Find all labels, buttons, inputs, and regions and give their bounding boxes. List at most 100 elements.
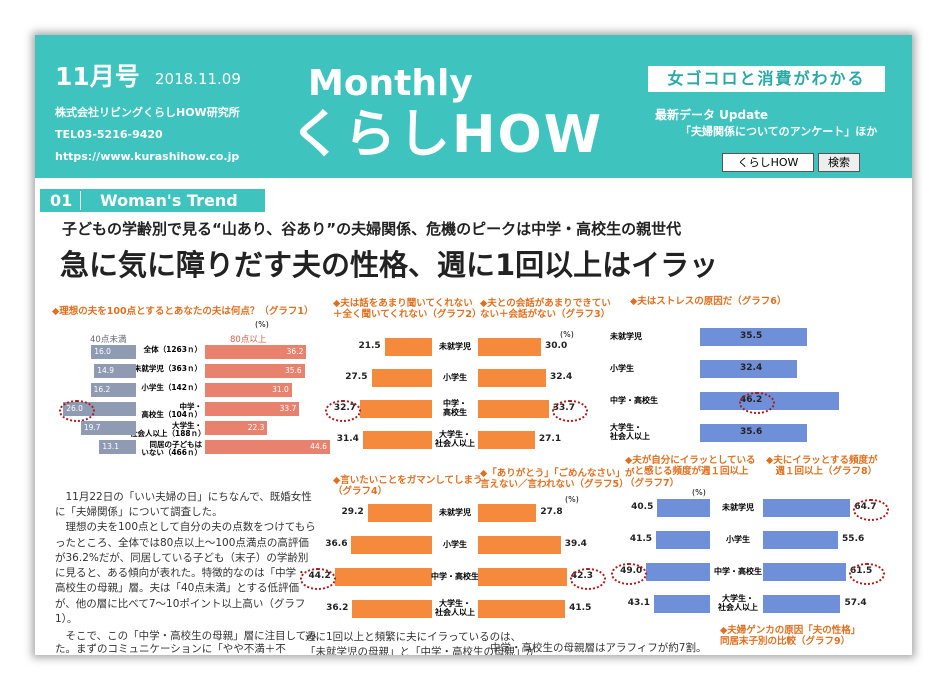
- value-label: 55.6: [842, 534, 865, 544]
- bar: [99, 440, 136, 454]
- update: 最新データ Update: [655, 108, 769, 122]
- category-label: 未就学児（363ｎ）: [133, 364, 202, 373]
- site-button[interactable]: くらしHOW: [722, 153, 814, 172]
- value-label: 13.1: [102, 442, 120, 451]
- update-detail: 「夫婦関係についてのアンケート」ほか: [680, 125, 878, 138]
- tagline: 女ゴコロと消費がわかる: [648, 66, 885, 92]
- legend-label: 80点以上: [230, 335, 267, 345]
- bar: [478, 431, 535, 449]
- bar: [362, 431, 432, 449]
- value-label: 36.2: [286, 347, 304, 356]
- category-label: 小学生: [443, 373, 467, 382]
- unit: (%): [692, 488, 706, 497]
- bar: [763, 531, 839, 549]
- value-label: 32.4: [740, 363, 763, 373]
- section-number: 01: [50, 191, 82, 211]
- chart-title: ◆夫が自分にイラッとしている と感じる頻度が週１回以上 （グラフ7）: [625, 455, 756, 489]
- section-name: Woman's Trend: [100, 191, 238, 210]
- value-label: 36.6: [325, 539, 348, 549]
- bar: [478, 536, 561, 554]
- category-label: 中学・高校生: [714, 567, 762, 576]
- bar: [360, 400, 432, 418]
- chart-title: ◆理想の夫を100点とするとあなたの夫は何点？（グラフ1）: [52, 306, 314, 317]
- highlight-ring: [849, 563, 886, 585]
- bar: [657, 499, 710, 517]
- brand-top: Monthly: [308, 63, 473, 104]
- category-label: 未就学児: [439, 342, 471, 351]
- headline: 急に気に障りだす夫の性格、週に1回以上はイラッ: [60, 248, 719, 282]
- value-label: 16.0: [94, 347, 111, 356]
- article-text: 中学・高校生の母親層はアラフィフが約7割。: [490, 642, 707, 654]
- value-label: 35.6: [740, 427, 763, 437]
- value-label: 43.1: [627, 598, 650, 608]
- category-label: 小学生: [610, 364, 634, 373]
- value-label: 19.7: [83, 423, 101, 432]
- bar: [205, 421, 268, 435]
- value-label: 44.6: [310, 442, 327, 451]
- value-label: 22.3: [247, 423, 265, 432]
- unit: (%): [565, 495, 579, 504]
- search-button[interactable]: 検索: [818, 153, 860, 172]
- bar: [205, 345, 307, 359]
- category-label: 小学生: [443, 540, 467, 549]
- bar: [351, 536, 432, 554]
- category-label: 同居の子どもは いない（466ｎ）: [141, 440, 202, 457]
- highlight-ring: [611, 563, 648, 585]
- unit: (%): [560, 330, 574, 339]
- bar: [94, 364, 136, 378]
- issue: 11月号: [55, 62, 140, 91]
- bar: [478, 568, 567, 586]
- subtitle: 子どもの学齢別で見る“山あり、谷あり”の夫婦関係、危機のピークは中学・高校生の親…: [62, 220, 682, 238]
- article-text: 11月22日の「いい夫婦の日」にちなんで、既婚女性に「夫婦関係」について調査した…: [55, 491, 316, 625]
- unit: (%): [255, 320, 269, 329]
- category-label: 中学・ 高校生: [443, 399, 467, 418]
- category-label: 大学生・ 社会人以上（188ｎ）: [130, 421, 206, 438]
- highlight-ring: [325, 400, 362, 422]
- bar: [646, 563, 710, 581]
- legend-label: 40点未満: [90, 335, 127, 345]
- category-label: 大学生・ 社会人以上: [435, 599, 475, 618]
- highlight-ring: [569, 568, 606, 590]
- highlight-ring: [739, 392, 775, 414]
- bar: [90, 383, 136, 397]
- chart-title: ◆「ありがとう」「ごめんなさい」が 言えない／言われない（グラフ5）: [480, 468, 635, 491]
- bar: [334, 568, 432, 586]
- brand: くらしHOW: [290, 105, 604, 165]
- category-label: 大学生・ 社会人以上: [718, 594, 758, 613]
- bar: [478, 400, 549, 418]
- category-label: 中学・ 高校生（104ｎ）: [141, 402, 202, 419]
- category-label: 大学生・ 社会人以上: [610, 423, 650, 442]
- chart-title: ◆夫にイラッとする頻度が 週１回以上（グラフ8）: [766, 455, 878, 478]
- value-label: 14.9: [97, 366, 114, 375]
- value-label: 39.4: [564, 539, 587, 549]
- category-label: 小学生（142ｎ）: [141, 383, 202, 392]
- category-label: 小学生: [726, 535, 750, 544]
- tel: TEL03-5216-9420: [55, 128, 163, 141]
- bar: [653, 595, 710, 613]
- category-label: 中学・高校生: [610, 396, 658, 405]
- bar: [367, 504, 432, 522]
- highlight-ring: [853, 499, 890, 521]
- chart-title: ◆言いたいことをガマンしてしまう （グラフ4）: [333, 475, 483, 498]
- value-label: 41.5: [629, 534, 653, 544]
- value-label: 36.2: [326, 603, 349, 613]
- article-text: 週に1回以上と頻繁に夫にイラっているのは、 「未就学児の母親」と「中学・高校生の…: [305, 631, 536, 655]
- value-label: 57.4: [844, 598, 867, 608]
- company: 株式会社リビングくらしHOW研究所: [55, 106, 240, 119]
- value-label: 29.2: [341, 507, 364, 517]
- bar: [478, 369, 547, 387]
- bar: [205, 364, 305, 378]
- value-label: 41.5: [569, 603, 592, 613]
- bar: [763, 563, 847, 581]
- bar: [763, 595, 841, 613]
- value-label: 27.8: [540, 507, 563, 517]
- value-label: 35.6: [284, 366, 302, 375]
- bar: [700, 360, 798, 378]
- value-label: 40.5: [631, 502, 654, 512]
- value-label: 27.5: [345, 372, 368, 382]
- bar: [371, 369, 432, 387]
- value-label: 33.7: [279, 404, 297, 413]
- bar: [478, 600, 566, 618]
- category-label: 未就学児: [722, 503, 754, 512]
